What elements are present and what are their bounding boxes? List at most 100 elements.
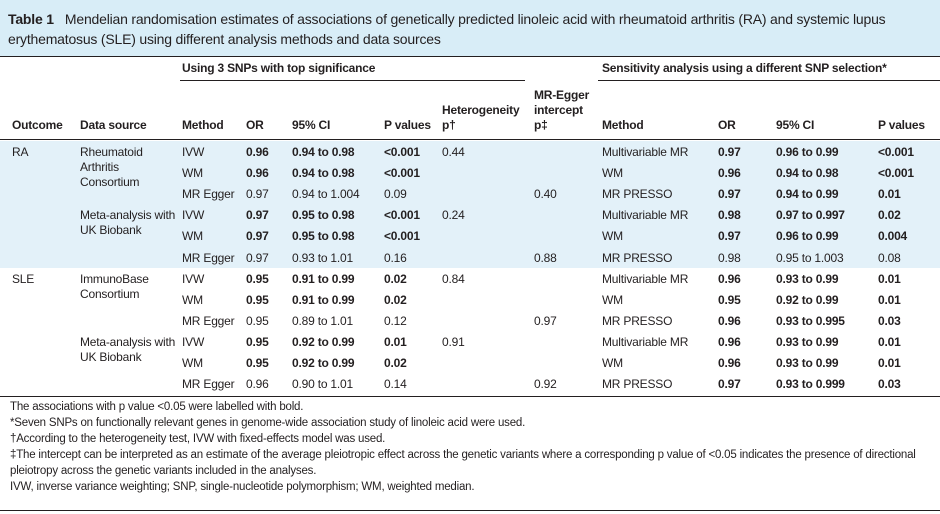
table-cell: 0.14 [384,377,407,392]
table-cell: IVW [182,334,205,349]
table-cell: 0.16 [384,250,407,265]
column-header: 95% CI [776,118,815,132]
table-cell: 0.03 [878,377,901,392]
table-cell: 0.96 to 0.99 [776,145,839,159]
group-header: Sensitivity analysis using a different S… [602,61,887,75]
table-cell: 0.93 to 0.99 [776,356,839,370]
table-cell: IVW [182,208,205,223]
table-cell: 0.95 [718,292,741,307]
table-label: Table 1 [8,11,54,27]
table-cell: 0.02 [384,356,407,370]
table-cell: 0.97 [246,208,269,223]
table-cell: MR Egger [182,377,235,392]
column-header: Outcome [12,118,63,132]
table-cell: 0.12 [384,313,407,328]
table-cell: 0.96 [718,271,741,286]
rule [598,80,940,81]
table-cell: 0.97 [246,229,269,244]
table-title: Mendelian randomisation estimates of ass… [8,11,886,47]
table-cell: <0.001 [384,229,420,244]
table-cell: 0.44 [442,145,465,159]
table-cell: 0.95 to 0.98 [292,229,355,244]
footnote: The associations with p value <0.05 were… [10,401,304,413]
table-cell: WM [182,229,203,244]
table-cell: 0.96 [246,377,269,392]
table-cell: SLE [12,271,35,286]
table-cell: <0.001 [878,145,914,159]
table-cell: WM [182,292,203,307]
table-cell: 0.01 [878,271,901,286]
table-cell: 0.95 [246,356,269,370]
table-cell: 0.96 [718,313,741,328]
table-cell: 0.96 [246,166,269,181]
table-cell: 0.97 [534,313,557,328]
table-cell: MR PRESSO [602,313,673,328]
rule [0,139,940,140]
table-cell: 0.92 to 0.99 [292,334,355,349]
table-cell: WM [182,166,203,181]
table-cell: 0.96 [246,145,269,159]
table-cell: 0.93 to 0.99 [776,334,839,349]
table-cell: 0.88 [534,250,557,265]
table-cell: 0.95 to 0.98 [292,208,355,223]
table-cell: WM [602,356,623,370]
table-cell: RA [12,145,29,159]
table-cell: 0.92 to 0.99 [292,356,355,370]
table-cell: 0.004 [878,229,908,244]
table-cell: 0.93 to 0.99 [776,271,839,286]
column-header: P values [878,118,925,132]
table-cell: 0.40 [534,187,557,202]
table-cell: Meta-analysis with UK Biobank [80,334,176,364]
table-cell: <0.001 [878,166,914,181]
table-cell: WM [602,166,623,181]
table-cell: 0.97 to 0.997 [776,208,845,223]
table-cell: 0.94 to 0.98 [292,145,355,159]
table-cell: 0.96 [718,166,741,181]
table-cell: 0.97 [246,187,269,202]
table-cell: 0.97 [246,250,269,265]
footnotes: The associations with p value <0.05 were… [10,399,930,495]
table-cell: MR Egger [182,313,235,328]
table-cell: 0.91 [442,334,465,349]
table-cell: MR PRESSO [602,377,673,392]
table-cell: 0.98 [718,250,741,265]
footnote: IVW, inverse variance weighting; SNP, si… [10,481,475,493]
table-cell: Rheumatoid Arthritis Consortium [80,145,143,189]
table-cell: 0.98 [718,208,741,223]
table-cell: 0.90 to 1.01 [292,377,353,392]
column-header: Method [602,118,644,132]
table-cell: 0.97 [718,187,741,202]
table-cell: 0.02 [384,292,407,307]
table-cell: <0.001 [384,145,420,159]
body-shade [0,141,940,268]
footnote: *Seven SNPs on functionally relevant gen… [10,417,526,429]
table-cell: 0.93 to 1.01 [292,250,353,265]
rule [0,56,940,57]
group-header: Using 3 SNPs with top significance [182,61,376,75]
table-cell: MR Egger [182,187,235,202]
title-bar: Table 1 Mendelian randomisation estimate… [0,0,940,56]
table-cell: 0.93 to 0.999 [776,377,845,392]
column-header: Method [182,118,224,132]
table-cell: IVW [182,271,205,286]
table-cell: 0.03 [878,313,901,328]
table-cell: 0.95 [246,271,269,286]
rule [0,510,940,511]
table-cell: 0.02 [384,271,407,286]
table-cell: 0.96 [718,356,741,370]
rule [0,396,940,397]
table-cell: Meta-analysis with UK Biobank [80,208,176,238]
table-cell: 0.92 [534,377,557,392]
table-cell: 0.92 to 0.99 [776,292,839,307]
table-cell: 0.01 [878,187,901,202]
table-cell: 0.95 [246,292,269,307]
table-cell: 0.01 [878,356,901,370]
table-cell: 0.91 to 0.99 [292,271,355,286]
table-cell: 0.94 to 1.004 [292,187,360,202]
column-header: OR [718,118,736,132]
table-cell: 0.01 [384,334,407,349]
table-cell: 0.95 to 1.003 [776,250,844,265]
table-cell: 0.95 [246,334,269,349]
table-cell: 0.97 [718,145,741,159]
